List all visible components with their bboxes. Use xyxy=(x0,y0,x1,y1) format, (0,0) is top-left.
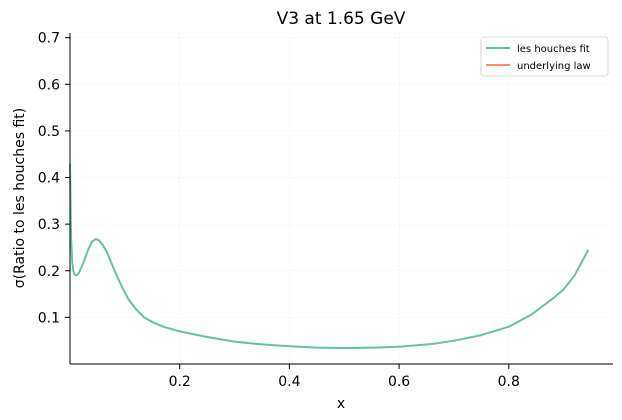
y-tick-label: 0.4 xyxy=(38,171,60,187)
legend-box xyxy=(480,36,609,77)
legend-label: les houches fit xyxy=(517,44,590,55)
y-tick-label: 0.5 xyxy=(38,124,60,140)
legend: les houches fit underlying law xyxy=(480,36,609,77)
x-ticks: 0.2 0.4 0.6 0.8 xyxy=(169,364,520,390)
y-tick-label: 0.7 xyxy=(38,31,60,47)
y-tick-label: 0.1 xyxy=(38,310,60,326)
series-group xyxy=(69,163,590,350)
legend-label: underlying law xyxy=(517,61,591,72)
y-tick-label: 0.2 xyxy=(38,264,60,280)
chart-title: V3 at 1.65 GeV xyxy=(277,9,406,29)
y-axis-label: σ(Ratio to les houches fit) xyxy=(12,108,28,289)
x-tick-label: 0.4 xyxy=(278,374,300,390)
x-tick-label: 0.2 xyxy=(169,374,191,390)
x-tick-label: 0.6 xyxy=(388,374,410,390)
x-tick-label: 0.8 xyxy=(498,374,520,390)
y-ticks: 0.1 0.2 0.3 0.4 0.5 0.6 0.7 xyxy=(38,31,70,326)
y-tick-label: 0.3 xyxy=(38,217,60,233)
x-axis-label: x xyxy=(337,396,345,412)
series-line-1 xyxy=(69,163,590,350)
y-tick-label: 0.6 xyxy=(38,77,60,93)
